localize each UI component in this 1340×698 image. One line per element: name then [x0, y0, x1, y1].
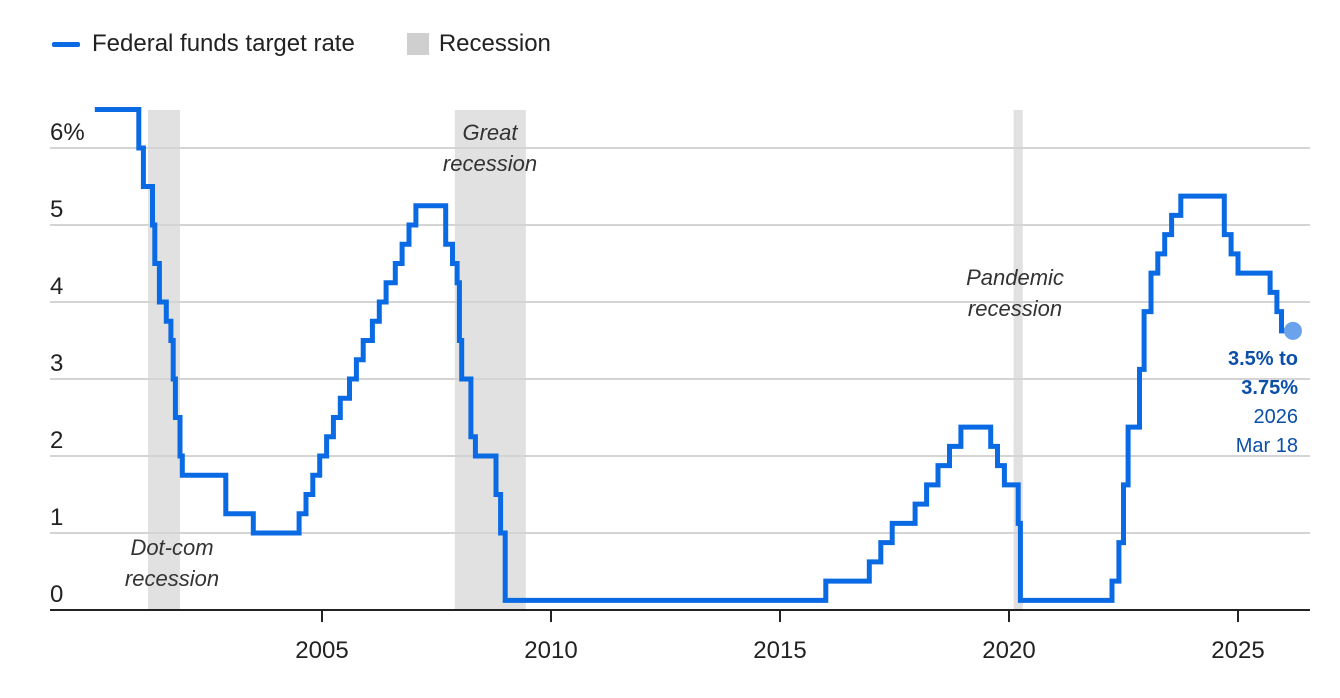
recession-bands	[147, 110, 1023, 610]
recession-band-2	[1013, 110, 1023, 610]
y-tick-label: 5	[50, 196, 63, 223]
y-tick-label: 0	[50, 581, 63, 608]
y-tick-label: 2	[50, 427, 63, 454]
recession-annotation-0: Dot-com	[130, 535, 213, 560]
legend-swatch-recession	[406, 33, 429, 55]
x-tick-label: 2010	[524, 637, 577, 664]
end-label-year: 2026	[1254, 406, 1299, 428]
gridlines	[50, 147, 1310, 534]
recession-annotation-2: recession	[968, 296, 1062, 321]
x-tick-label: 2025	[1211, 637, 1264, 664]
end-label-range-2: 3.75%	[1241, 377, 1298, 399]
legend-item-recession: Recession	[406, 30, 551, 58]
legend-label-recession: Recession	[438, 30, 551, 57]
rate-series-line	[94, 107, 1293, 603]
recession-annotation-2: Pandemic	[966, 265, 1064, 290]
x-tick-label: 2015	[753, 637, 806, 664]
y-tick-label: 3	[50, 350, 63, 377]
x-axis-ticks: 2005 2010 2015 2020 2025	[295, 610, 1265, 664]
recession-annotation-1: Great	[462, 120, 518, 145]
y-axis-ticks: 0 1 2 3 4 5 6%	[50, 119, 85, 608]
end-label-date: Mar 18	[1236, 435, 1298, 457]
legend-swatch-rate	[52, 41, 80, 47]
latest-rate-label: 3.5% to 3.75% 2026 Mar 18	[1228, 348, 1298, 457]
recession-annotations: Dot-com recession Great recession Pandemic re…	[125, 120, 1064, 591]
x-tick-label: 2020	[982, 637, 1035, 664]
y-tick-label: 6%	[50, 119, 85, 146]
recession-band-1	[454, 110, 526, 610]
y-tick-label: 4	[50, 273, 63, 300]
recession-annotation-1: recession	[443, 151, 537, 176]
recession-annotation-0: recession	[125, 566, 219, 591]
latest-rate-point	[1283, 321, 1302, 340]
legend-label-rate: Federal funds target rate	[92, 30, 355, 57]
x-tick-label: 2005	[295, 637, 348, 664]
legend-item-rate: Federal funds target rate	[52, 30, 355, 58]
y-tick-label: 1	[50, 504, 63, 531]
end-label-range-1: 3.5% to	[1228, 348, 1298, 370]
chart-legend: Federal funds target rate Recession	[52, 30, 603, 58]
